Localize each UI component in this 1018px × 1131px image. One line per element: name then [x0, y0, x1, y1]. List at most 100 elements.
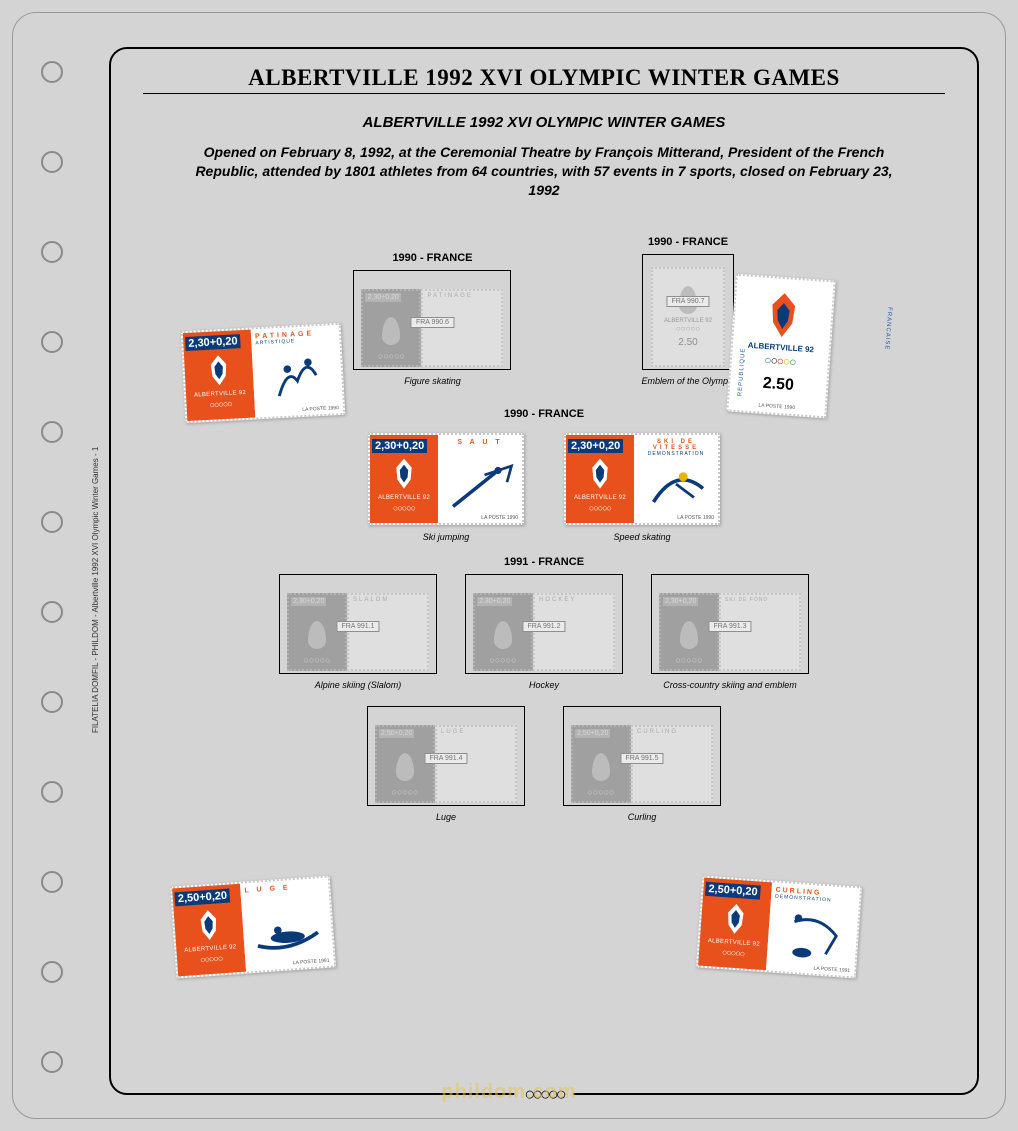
rings-icon: ○○○○○ [200, 953, 223, 965]
stamp-slot: 2,30+0,20 ○○○○○ SKI DE FOND FRA 991.3 [651, 574, 809, 674]
hole [41, 421, 63, 443]
rings-icon: ○○○○○ [589, 503, 611, 513]
stamp-slot: REPUBLIQUE FRANCAISE 2,30+0,20 ALBERTVIL… [367, 426, 525, 526]
rings-icon: ○○○○○ [489, 655, 516, 665]
flame-icon [396, 753, 414, 781]
caption: Alpine skiing (Slalom) [279, 680, 437, 690]
ghost-price: 2,30+0,20 [477, 597, 512, 606]
stamp-art [258, 343, 337, 409]
hole [41, 331, 63, 353]
flame-icon [767, 292, 800, 338]
slot-label: 1990 - FRANCE [641, 236, 734, 248]
hole [41, 961, 63, 983]
catalog-tag: FRA 991.2 [522, 621, 565, 632]
album-page: FILATELIA DOMFIL - PHILDOM - Albertville… [12, 12, 1006, 1119]
stamp-town: ALBERTVILLE 92 [378, 495, 430, 501]
ghost-sport: HOCKEY [539, 597, 576, 603]
ghost-stamp: 2,50+0,20 ○○○○○ CURLING FRA 991.5 [571, 725, 713, 803]
stamp-sport: L U G E [244, 882, 324, 895]
row-2: REPUBLIQUE FRANCAISE 2,30+0,20 ALBERTVIL… [143, 426, 945, 542]
stamp-laposte: LA POSTE 1990 [481, 515, 518, 521]
catalog-tag: FRA 990.6 [411, 317, 454, 328]
ghost-stamp: 2,50+0,20 ○○○○○ LUGE FRA 991.4 [375, 725, 517, 803]
flame-icon [680, 621, 698, 649]
stamp-speed-skating: REPUBLIQUE FRANCAISE 2,30+0,20 ALBERTVIL… [564, 433, 720, 525]
ghost-price: 2,50+0,20 [575, 729, 610, 738]
hole [41, 691, 63, 713]
flame-icon [393, 459, 415, 489]
slot-emblem: 1990 - FRANCE FRA 990.7 ALBERTVILLE 92 ○… [641, 236, 734, 386]
title-rule [143, 93, 945, 94]
ghost-price: 2,30+0,20 [291, 597, 326, 606]
stamp-slot: 2,30+0,20 ○○○○○ SLALOM FRA 991.1 [279, 574, 437, 674]
rings-icon: ○○○○○ [587, 787, 614, 797]
section-label: 1991 - FRANCE [143, 556, 945, 568]
stamp-price: 2.50 [762, 375, 794, 395]
stamp-art [772, 901, 852, 968]
stamp-town: ALBERTVILLE 92 [194, 390, 246, 399]
rings-icon: ○○○○○ [393, 503, 415, 513]
stamp-slot: 2,30+0,20 ○○○○○ PATINAGE FRA 990.6 [353, 270, 511, 370]
stamp-art [444, 453, 516, 515]
stamp-town: ALBERTVILLE 92 [574, 495, 626, 501]
slot-ski-jump: REPUBLIQUE FRANCAISE 2,30+0,20 ALBERTVIL… [367, 426, 525, 542]
side-text: FILATELIA DOMFIL - PHILDOM - Albertville… [91, 447, 100, 733]
slot-slalom: 2,30+0,20 ○○○○○ SLALOM FRA 991.1 Alpine … [279, 574, 437, 690]
hole [41, 151, 63, 173]
flame-icon [197, 909, 221, 940]
stamp-price: 2,50+0,20 [174, 889, 230, 907]
caption: Cross-country skiing and emblem [651, 680, 809, 690]
slot-figure-skating: 1990 - FRANCE 2,30+0,20 ○○○○○ PATINAGE F… [353, 252, 511, 386]
rings-icon: ○○○○○ [722, 947, 745, 959]
hole [41, 511, 63, 533]
ghost-sport: SKI DE FOND [725, 597, 768, 603]
stamp-sport: SKI DE VITESSE [638, 439, 714, 451]
rings-icon: ○○○○○ [303, 655, 330, 665]
binder-holes [41, 61, 63, 1073]
stamp-price: 2,30+0,20 [568, 439, 623, 453]
ghost-sport: PATINAGE [427, 293, 472, 299]
catalog-tag: FRA 991.5 [620, 753, 663, 764]
catalog-tag: FRA 991.4 [424, 753, 467, 764]
flame-icon [589, 459, 611, 489]
stamp-town: ALBERTVILLE 92 [708, 938, 760, 948]
stamp-slot: 2,50+0,20 ○○○○○ LUGE FRA 991.4 [367, 706, 525, 806]
slot-label: 1990 - FRANCE [353, 252, 511, 264]
rings-icon: ○○○○○ [676, 324, 700, 333]
stamp-slot: 2,30+0,20 ○○○○○ HOCKEY FRA 991.2 [465, 574, 623, 674]
stamp-slot: REPUBLIQUE FRANCAISE 2,30+0,20 ALBERTVIL… [563, 426, 721, 526]
stamp-laposte: LA POSTE 1990 [302, 405, 339, 413]
caption: Curling [563, 812, 721, 822]
caption: Emblem of the Olympic [641, 376, 734, 386]
slot-crosscountry: 2,30+0,20 ○○○○○ SKI DE FOND FRA 991.3 Cr… [651, 574, 809, 690]
rings-icon: ○○○○○ [675, 655, 702, 665]
stamp-art [640, 453, 712, 515]
stamp-slot: 2,50+0,20 ○○○○○ CURLING FRA 991.5 [563, 706, 721, 806]
stamp-laposte: LA POSTE 1991 [293, 958, 330, 967]
hole [41, 871, 63, 893]
rings-icon: ○○○○○ [209, 399, 232, 410]
stamp-art [247, 896, 327, 963]
caption: Luge [367, 812, 525, 822]
stamp-price: 2,30+0,20 [185, 334, 241, 351]
content-frame: ALBERTVILLE 1992 XVI OLYMPIC WINTER GAME… [109, 47, 979, 1095]
ghost-sport: CURLING [637, 729, 678, 735]
flame-icon [494, 621, 512, 649]
catalog-tag: FRA 990.7 [666, 296, 709, 307]
flame-icon [592, 753, 610, 781]
stamp-town: ALBERTVILLE 92 [184, 944, 236, 954]
hole [41, 1051, 63, 1073]
caption: Figure skating [353, 376, 511, 386]
slot-hockey: 2,30+0,20 ○○○○○ HOCKEY FRA 991.2 Hockey [465, 574, 623, 690]
watermark: phildom.com [441, 1081, 576, 1104]
stamp-price: 2,50+0,20 [705, 882, 761, 900]
flame-icon [723, 903, 747, 934]
rings-icon: ○○○○○ [391, 787, 418, 797]
stamp-laposte: LA POSTE 1990 [758, 403, 795, 412]
ghost-price: 2,50+0,20 [379, 729, 414, 738]
stamp-slot: FRA 990.7 ALBERTVILLE 92 ○○○○○ 2.50 [642, 254, 734, 370]
slot-speed-skating: REPUBLIQUE FRANCAISE 2,30+0,20 ALBERTVIL… [563, 426, 721, 542]
page-title: ALBERTVILLE 1992 XVI OLYMPIC WINTER GAME… [143, 65, 945, 91]
catalog-tag: FRA 991.1 [336, 621, 379, 632]
slot-luge: 2,50+0,20 ○○○○○ LUGE FRA 991.4 Luge [367, 706, 525, 822]
